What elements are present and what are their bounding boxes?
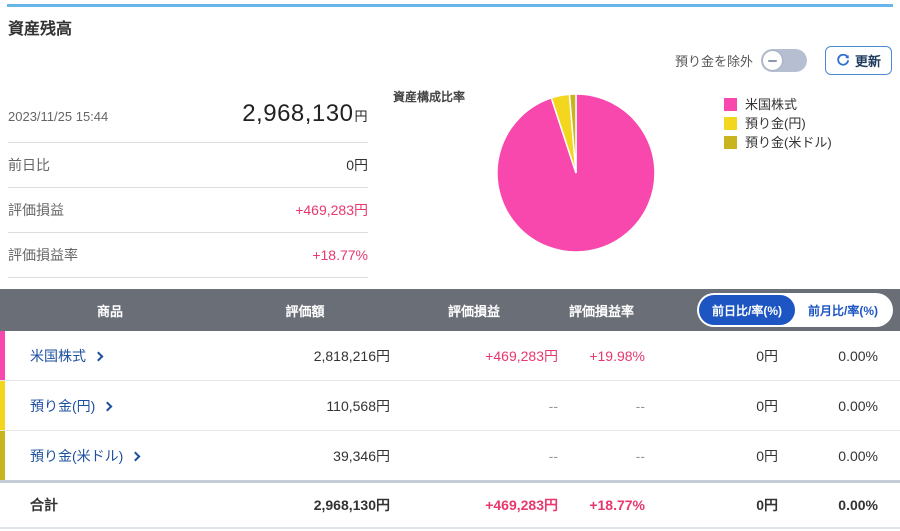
- legend-swatch: [724, 98, 737, 111]
- col-header-valuation: 評価額: [285, 303, 325, 319]
- pl-cell: +469,283円: [485, 347, 558, 364]
- chart-legend: 米国株式預り金(円) 預り金(米ドル): [724, 97, 832, 150]
- legend-item-1: 預り金(円): [724, 116, 832, 131]
- chart-title: 資産構成比率: [393, 90, 466, 104]
- chevron-right-icon: [102, 401, 113, 411]
- product-link-deposit-usd[interactable]: 預り金(米ドル): [0, 446, 220, 466]
- pl-cell: +469,283円: [485, 497, 558, 513]
- legend-label: 預り金(円): [745, 116, 806, 131]
- header-controls: 預り金を除外 更新: [675, 46, 892, 75]
- legend-swatch: [724, 136, 737, 149]
- row-color-strip: [0, 331, 5, 380]
- pie-slice-2: [568, 93, 577, 174]
- summary-header: 2023/11/25 15:44 2,968,130円: [8, 88, 368, 143]
- pl-rate-cell: +19.98%: [589, 347, 645, 364]
- col-header-pl-rate: 評価損益率: [568, 303, 634, 319]
- toggle-knob: [762, 51, 782, 70]
- summary-value: 0円: [346, 157, 368, 173]
- pl-cell: --: [548, 397, 558, 414]
- table-header: 商品 評価額 評価損益 評価損益率 前日比/率(%) 前月比/率(%): [0, 289, 900, 331]
- total-amount-number: 2,968,130: [242, 100, 354, 127]
- chevron-right-icon: [93, 351, 104, 361]
- summary-panel: 2023/11/25 15:44 2,968,130円 前日比 0円 評価損益 …: [8, 88, 368, 278]
- summary-label: 評価損益: [8, 202, 64, 218]
- summary-label: 評価損益率: [8, 247, 78, 263]
- legend-item-0: 米国株式: [724, 97, 832, 112]
- row-color-strip: [0, 431, 5, 480]
- legend-label: 預り金(米ドル): [745, 135, 832, 150]
- total-amount: 2,968,130円: [242, 100, 368, 128]
- pl-rate-cell: --: [635, 397, 645, 414]
- day-change-cell: 0円: [756, 497, 778, 513]
- valuation-cell: 39,346円: [333, 447, 390, 464]
- summary-label: 前日比: [8, 157, 50, 173]
- yen-suffix: 円: [354, 109, 368, 124]
- table-total-row: 合計 2,968,130円 +469,283円 +18.77% 0円 0.00%: [0, 480, 900, 529]
- day-rate-cell: 0.00%: [838, 347, 878, 364]
- legend-label: 米国株式: [745, 97, 798, 112]
- pl-rate-cell: --: [635, 447, 645, 464]
- product-link-deposit-jpy[interactable]: 預り金(円): [0, 396, 220, 416]
- page-title: 資産残高: [8, 21, 73, 38]
- period-toggle-day[interactable]: 前日比/率(%): [699, 295, 795, 325]
- holdings-table: 商品 評価額 評価損益 評価損益率 前日比/率(%) 前月比/率(%) 米国株式…: [0, 289, 900, 529]
- chevron-right-icon: [130, 451, 141, 461]
- timestamp: 2023/11/25 15:44: [8, 109, 109, 124]
- total-label: 合計: [30, 497, 58, 513]
- day-rate-cell: 0.00%: [838, 447, 878, 464]
- product-name: 預り金(米ドル): [30, 447, 124, 464]
- day-change-cell: 0円: [756, 347, 778, 364]
- day-change-cell: 0円: [756, 397, 778, 414]
- pl-cell: --: [548, 447, 558, 464]
- legend-item-2: 預り金(米ドル): [724, 135, 832, 150]
- product-link-us-stocks[interactable]: 米国株式: [0, 346, 220, 366]
- summary-row-day-change: 前日比 0円: [8, 143, 368, 188]
- pl-rate-cell: +18.77%: [589, 497, 645, 513]
- valuation-cell: 2,968,130円: [313, 497, 390, 513]
- refresh-button[interactable]: 更新: [824, 46, 892, 75]
- col-header-product: 商品: [96, 303, 123, 319]
- refresh-label: 更新: [854, 54, 881, 69]
- period-toggle-month[interactable]: 前月比/率(%): [795, 295, 891, 325]
- top-accent-bar: [7, 4, 893, 7]
- summary-row-pl: 評価損益 +469,283円: [8, 188, 368, 233]
- day-rate-cell: 0.00%: [838, 397, 878, 414]
- product-name: 米国株式: [30, 347, 86, 364]
- asset-pie-chart: [496, 93, 656, 253]
- period-toggle: 前日比/率(%) 前月比/率(%): [697, 293, 893, 327]
- exclude-deposits-label: 預り金を除外: [674, 54, 753, 69]
- table-row: 米国株式 2,818,216円 +469,283円 +19.98% 0円 0.0…: [0, 331, 900, 381]
- table-row: 預り金(円) 110,568円 -- -- 0円 0.00%: [0, 381, 900, 431]
- valuation-cell: 110,568円: [326, 397, 390, 414]
- table-row: 預り金(米ドル) 39,346円 -- -- 0円 0.00%: [0, 431, 900, 480]
- toggle-minus-icon: [767, 59, 777, 62]
- day-rate-cell: 0.00%: [838, 497, 878, 513]
- exclude-deposits-toggle[interactable]: [760, 49, 807, 72]
- summary-row-pl-rate: 評価損益率 +18.77%: [8, 233, 368, 278]
- row-color-strip: [0, 381, 5, 430]
- summary-value: +469,283円: [295, 202, 368, 218]
- legend-swatch: [724, 117, 737, 130]
- col-header-pl: 評価損益: [447, 303, 500, 319]
- product-name: 預り金(円): [30, 397, 96, 414]
- refresh-icon: [837, 53, 849, 66]
- valuation-cell: 2,818,216円: [313, 347, 390, 364]
- day-change-cell: 0円: [756, 447, 778, 464]
- summary-value: +18.77%: [312, 247, 368, 263]
